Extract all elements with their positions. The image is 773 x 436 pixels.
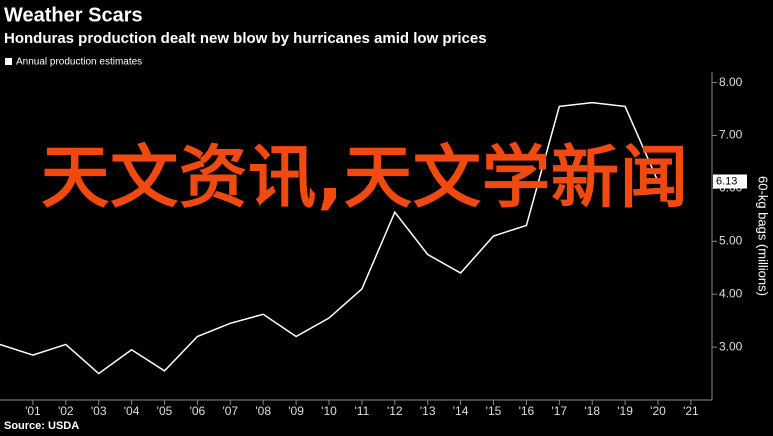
source: Source: USDA xyxy=(4,420,79,432)
x-tick-label: '04 xyxy=(124,404,140,418)
last-value-label: 6.13 xyxy=(716,175,737,187)
y-tick-label: 4.00 xyxy=(719,286,743,300)
x-tick-label: '16 xyxy=(519,404,535,418)
x-tick-label: '13 xyxy=(420,404,436,418)
x-tick-label: '06 xyxy=(190,404,206,418)
legend-swatch xyxy=(5,58,12,65)
x-tick-label: '02 xyxy=(58,404,74,418)
y-tick-label: 5.00 xyxy=(719,233,743,247)
x-tick-label: '07 xyxy=(222,404,238,418)
x-tick-label: '20 xyxy=(650,404,666,418)
x-tick-label: '10 xyxy=(321,404,337,418)
x-tick-label: '21 xyxy=(683,404,699,418)
x-tick-label: '15 xyxy=(486,404,502,418)
y-axis-label: 60-kg bags (millions) xyxy=(756,176,771,296)
x-tick-label: '08 xyxy=(255,404,271,418)
y-tick-label: 7.00 xyxy=(719,128,743,142)
x-tick-label: '09 xyxy=(288,404,304,418)
x-tick-label: '18 xyxy=(584,404,600,418)
y-tick-label: 3.00 xyxy=(719,339,743,353)
x-tick-label: '11 xyxy=(355,404,370,418)
data-line xyxy=(0,101,659,375)
x-tick-label: '03 xyxy=(91,404,107,418)
y-tick-label: 8.00 xyxy=(719,75,743,89)
x-tick-label: '19 xyxy=(617,404,633,418)
x-tick-label: '17 xyxy=(551,404,567,418)
watermark: 天文资讯,天文学新闻 xyxy=(41,139,689,218)
chart-subtitle: Honduras production dealt new blow by hu… xyxy=(4,30,487,47)
x-tick-label: '12 xyxy=(387,404,403,418)
last-value-box xyxy=(713,174,747,189)
chart-title: Weather Scars xyxy=(4,4,143,26)
x-tick-label: '05 xyxy=(157,404,173,418)
x-tick-label: '14 xyxy=(453,404,469,418)
legend-label: Annual production estimates xyxy=(16,57,142,68)
x-tick-label: '01 xyxy=(25,404,41,418)
